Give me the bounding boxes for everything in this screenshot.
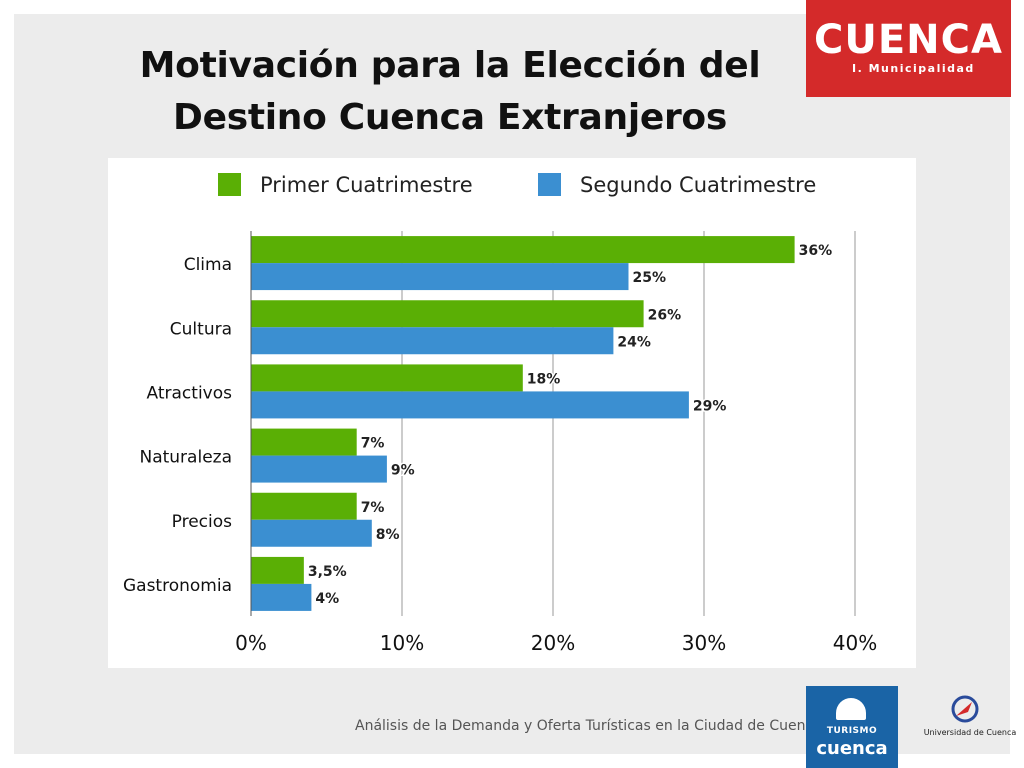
university-logo: Universidad de Cuenca — [920, 690, 1016, 750]
category-label: Atractivos — [147, 383, 233, 403]
university-name: Universidad de Cuenca — [923, 728, 1017, 737]
category-label: Naturaleza — [139, 448, 232, 468]
data-label-1: 36% — [799, 243, 833, 259]
bar-1 — [251, 428, 357, 456]
category-label: Clima — [184, 255, 232, 275]
data-label-1: 7% — [361, 500, 385, 516]
x-tick-label: 20% — [531, 631, 575, 655]
bar-2 — [251, 391, 689, 419]
legend-swatch-1 — [218, 173, 241, 196]
chart-panel: Primer Cuatrimestre Segundo Cuatrimestre 0… — [108, 158, 916, 668]
category-label: Cultura — [170, 319, 232, 339]
data-label-2: 4% — [315, 591, 339, 607]
data-label-2: 25% — [633, 270, 667, 286]
university-emblem-icon — [951, 695, 979, 723]
municipality-logo: CUENCA I. Municipalidad — [806, 0, 1011, 97]
legend-swatch-2 — [538, 173, 561, 196]
bar-2 — [251, 263, 629, 291]
bar-2 — [251, 583, 312, 611]
tourism-logo-small-label: TURISMO — [826, 726, 878, 736]
bar-1 — [251, 300, 644, 328]
data-label-1: 18% — [527, 371, 561, 387]
title-line-1: Motivación para la Elección del — [139, 45, 761, 86]
data-label-2: 8% — [376, 527, 400, 543]
bar-1 — [251, 556, 304, 584]
data-label-1: 7% — [361, 436, 385, 452]
data-label-1: 26% — [648, 307, 682, 323]
x-tick-label: 10% — [380, 631, 424, 655]
data-label-2: 24% — [617, 334, 651, 350]
x-tick-label: 0% — [235, 631, 267, 655]
bar-2 — [251, 519, 372, 547]
bar-chart: Primer Cuatrimestre Segundo Cuatrimestre 0… — [123, 173, 877, 655]
bar-1 — [251, 236, 795, 264]
title-line-2: Destino Cuenca Extranjeros — [173, 97, 727, 138]
municipality-wordmark: CUENCA — [814, 17, 1003, 63]
slide-edge — [1010, 14, 1024, 768]
municipality-subtitle: I. Municipalidad — [852, 62, 975, 75]
data-label-2: 9% — [391, 463, 415, 479]
x-tick-label: 40% — [833, 631, 877, 655]
tourism-logo: TURISMO cuenca — [806, 686, 898, 768]
footer-caption: Análisis de la Demanda y Oferta Turístic… — [355, 718, 822, 734]
category-label: Precios — [172, 512, 232, 532]
legend-label-2: Segundo Cuatrimestre — [580, 173, 816, 197]
data-label-1: 3,5% — [308, 564, 347, 580]
cathedral-dome-icon — [836, 698, 866, 720]
slide-title: Motivación para la Elección del Destino … — [90, 40, 810, 144]
tourism-logo-big-label: cuenca — [816, 738, 888, 759]
category-label: Gastronomia — [123, 576, 232, 596]
bar-2 — [251, 327, 614, 355]
data-label-2: 29% — [693, 398, 727, 414]
bar-1 — [251, 492, 357, 520]
bar-1 — [251, 364, 523, 392]
bar-2 — [251, 455, 387, 483]
x-tick-label: 30% — [682, 631, 726, 655]
legend-label-1: Primer Cuatrimestre — [260, 173, 473, 197]
